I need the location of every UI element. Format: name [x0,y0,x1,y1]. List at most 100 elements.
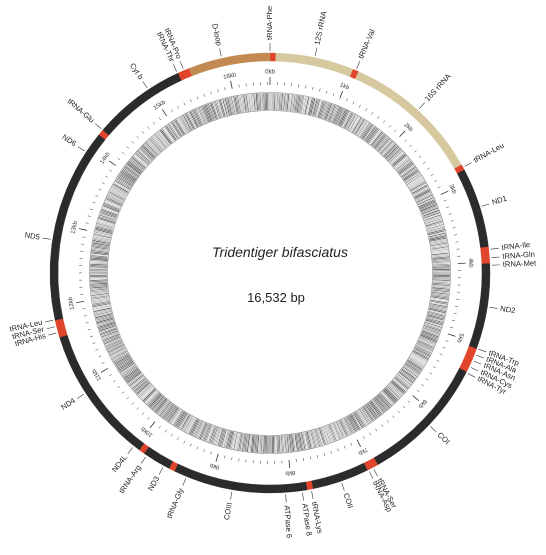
bp-minor-tick [132,141,134,143]
bp-minor-tick [122,392,124,394]
gc-hatch-line [90,262,107,263]
kb-major-tick [109,161,116,166]
kb-tick-label: 9kb [209,461,221,470]
bp-minor-tick [204,94,205,97]
bp-minor-tick [86,322,89,323]
label-leader-line [419,103,424,109]
label-leader-line [78,147,85,151]
bp-minor-tick [190,444,191,447]
bp-minor-tick [451,220,454,221]
bp-minor-tick [450,327,453,328]
kb-major-tick [101,368,108,372]
gc-hatch-line [278,436,279,453]
label-coii: COII [342,492,356,510]
gc-hatch-line [90,265,107,266]
gc-hatch-line [433,283,450,284]
bp-minor-tick [137,408,139,410]
species-name: Tridentiger bifasciatus [212,244,348,260]
bp-minor-tick [454,235,457,236]
bp-minor-tick [98,356,101,357]
label-leader-line [183,478,186,485]
label-nd2: ND2 [500,304,516,315]
bp-minor-tick [105,176,108,178]
bp-minor-tick [446,207,449,208]
bp-minor-tick [438,187,441,188]
gc-hatch-line [433,279,450,280]
kb-tick-label: 15kb [153,99,168,112]
gc-hatch-line [90,281,107,282]
kb-ticks: 0kb1kb2kb3kb4kb5kb6kb7kb8kb9kb10kb11kb12… [68,70,474,476]
bp-minor-tick [371,112,373,115]
bp-minor-tick [422,384,424,386]
kb-major-tick [150,422,155,428]
label-nd4l: ND4L [110,453,129,474]
kb-tick-label: 0kb [265,70,275,76]
bp-minor-tick [197,97,198,100]
bp-minor-tick [434,180,437,181]
bp-minor-tick [303,458,304,461]
feature-d-loop [189,53,270,76]
label-leader-line [471,368,478,371]
bp-minor-tick [398,411,400,413]
bp-minor-tick [377,116,379,118]
bp-minor-tick [99,189,102,190]
label-leader-line [474,361,481,364]
gc-hatch-line [433,263,450,264]
bp-minor-tick [159,118,161,120]
kb-major-tick [231,81,233,89]
bp-minor-tick [454,313,457,314]
label-16s-rrna: 16S rRNA [423,71,453,103]
bp-minor-tick [363,436,364,439]
gc-hatch-line [433,282,450,283]
label-leader-line [47,327,55,329]
bp-minor-tick [369,433,371,436]
kb-major-tick [448,334,456,337]
label-d-loop: D-loop [210,23,224,47]
feature-nd5 [50,171,82,320]
gc-hatch-line [90,282,107,283]
bp-minor-tick [410,145,412,147]
label-trna-phe: tRNA-Phe [265,6,274,40]
bp-minor-tick [353,102,354,105]
inner-ring-borders [90,93,451,454]
gc-hatch-line [433,267,450,268]
label-leader-line [468,374,475,378]
bp-minor-tick [147,126,149,128]
bp-minor-tick [453,227,456,228]
gc-hatch-line [90,263,107,264]
bp-minor-tick [90,209,93,210]
label-leader-line [491,257,499,258]
bp-minor-tick [153,122,155,124]
label-12s-rrna: 12S rRNA [313,9,329,45]
bp-minor-tick [375,429,377,431]
label-leader-line [231,492,232,500]
feature-nd3 [144,447,173,469]
bp-minor-tick [324,453,325,456]
label-leader-line [482,204,490,206]
bp-minor-tick [171,434,173,437]
kb-major-tick [400,131,406,137]
bp-minor-tick [218,89,219,92]
bp-minor-tick [430,372,433,374]
bp-minor-tick [443,347,446,348]
label-leader-line [315,48,317,56]
gc-hatch-line [276,93,277,110]
bp-minor-tick [359,105,360,108]
gc-hatch-line [261,93,262,110]
label-leader-line [479,349,487,352]
bp-minor-tick [417,390,419,392]
bp-minor-tick [93,202,96,203]
bp-minor-tick [90,336,93,337]
label-trna-met: tRNA-Met [503,259,538,269]
kb-tick-label: 14kb [99,151,112,166]
bp-minor-tick [310,457,311,460]
label-nd5: ND5 [24,230,40,241]
feature-coiii [174,464,237,491]
kb-tick-label: 8kb [284,469,295,476]
gc-hatch-line [264,436,265,453]
label-trna-gly: tRNA-Gly [165,486,186,519]
gc-hatch-line [433,264,450,265]
bp-minor-tick [431,174,434,176]
